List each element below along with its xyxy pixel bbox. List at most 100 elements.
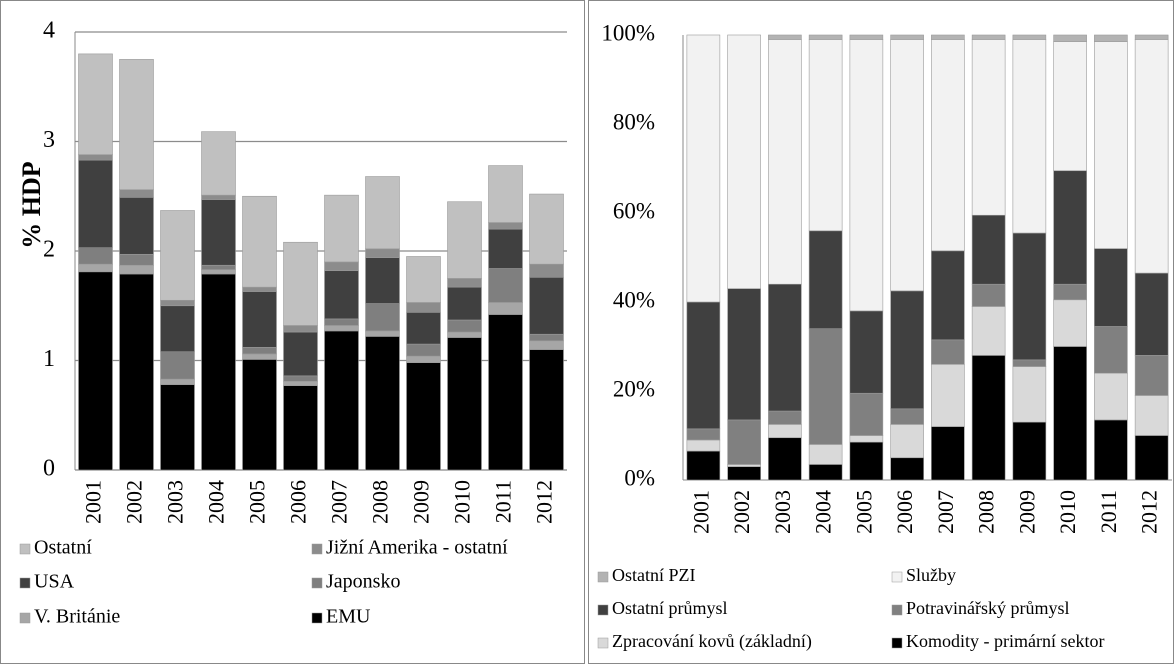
bar-segment	[1053, 346, 1087, 481]
legend-swatch	[597, 571, 609, 583]
bar-segment	[727, 34, 761, 289]
legend-label: Japonsko	[326, 571, 400, 593]
bar-segment	[119, 189, 154, 198]
bar-segment	[283, 381, 318, 386]
bar-segment	[971, 355, 1006, 481]
legend-swatch	[19, 612, 31, 624]
bar-segment	[1012, 421, 1047, 481]
bar-segment	[283, 385, 318, 471]
bar-segment	[1134, 395, 1169, 436]
bar-segment	[488, 165, 523, 223]
bar-segment	[931, 339, 965, 365]
bar-segment	[119, 253, 154, 266]
bar-segment	[768, 410, 802, 425]
bar-segment	[727, 464, 761, 467]
bar-segment	[406, 302, 441, 313]
bar-segment	[768, 283, 802, 412]
bar-segment	[686, 301, 721, 430]
bar-segment	[365, 257, 400, 304]
bar-segment	[242, 291, 277, 348]
bar-segment	[447, 278, 482, 288]
bar-segment	[1053, 34, 1087, 42]
x-tick-label: 2004	[811, 490, 836, 534]
bar-segment	[1094, 326, 1128, 374]
bar-segment	[808, 39, 843, 232]
bar-segment	[808, 444, 843, 465]
bar-segment	[686, 439, 721, 452]
bar-segment	[78, 247, 113, 265]
y-tick-label: 3	[43, 127, 55, 153]
bar-segment	[160, 378, 195, 385]
bar-segment	[1053, 41, 1087, 172]
bar-segment	[529, 276, 564, 335]
bar-segment	[365, 330, 400, 337]
bar-segment	[686, 34, 721, 303]
bar-segment	[201, 273, 236, 471]
bar-segment	[365, 303, 400, 332]
legend-swatch	[311, 543, 323, 555]
x-tick-label: 2011	[491, 480, 516, 523]
bar-segment	[160, 305, 195, 353]
bar-segment	[406, 343, 441, 357]
x-tick-label: 2010	[450, 480, 475, 524]
bar-segment	[447, 201, 482, 279]
bar-segment	[808, 328, 843, 445]
bar-segment	[1012, 232, 1047, 361]
bar-segment	[160, 384, 195, 471]
legend-label: Zpracování kovů (základní)	[612, 631, 812, 652]
x-tick-label: 2001	[688, 490, 713, 534]
bar-segment	[768, 34, 802, 40]
legend-label: Ostatní průmysl	[612, 598, 728, 618]
legend-swatch	[19, 577, 31, 589]
bar-segment	[1012, 359, 1047, 367]
y-tick-label: 0	[43, 456, 55, 482]
bar-segment	[488, 222, 523, 230]
x-tick-label: 2002	[122, 480, 147, 524]
bar-segment	[529, 193, 564, 265]
x-tick-label: 2004	[204, 480, 229, 524]
bar-segment	[686, 450, 721, 481]
x-tick-label: 2007	[327, 480, 352, 524]
x-tick-label: 2001	[81, 480, 106, 524]
legend-label: Potravinářský průmysl	[906, 598, 1070, 618]
x-tick-label: 2006	[286, 480, 311, 524]
x-tick-label: 2002	[729, 490, 754, 534]
y-tick-label: 20%	[613, 376, 655, 401]
bar-segment	[324, 330, 359, 471]
bar-segment	[768, 39, 802, 285]
bar-segment	[849, 39, 884, 312]
bar-segment	[78, 159, 113, 249]
bar-segment	[324, 318, 359, 326]
bar-segment	[283, 375, 318, 382]
y-tick-label: 40%	[613, 287, 655, 312]
legend-swatch	[891, 571, 903, 583]
bar-segment	[1012, 34, 1047, 40]
legend-swatch	[311, 612, 323, 624]
bar-segment	[78, 53, 113, 155]
x-tick-label: 2012	[532, 480, 557, 524]
bar-segment	[324, 325, 359, 332]
bar-segment	[931, 39, 965, 252]
bar-segment	[447, 286, 482, 321]
legend-label: Jižní Amerika - ostatní	[326, 537, 508, 559]
bar-segment	[283, 241, 318, 326]
bar-segment	[324, 261, 359, 272]
legend-label: Ostatní PZI	[612, 565, 696, 585]
bar-segment	[727, 466, 761, 481]
bar-segment	[78, 263, 113, 273]
bar-segment	[931, 426, 965, 481]
bar-segment	[201, 131, 236, 196]
bar-segment	[1012, 39, 1047, 234]
bar-segment	[849, 435, 884, 443]
x-tick-label: 2003	[163, 480, 188, 524]
bar-segment	[488, 302, 523, 315]
bar-segment	[1134, 39, 1169, 274]
x-tick-label: 2007	[933, 490, 958, 534]
bar-segment	[1094, 34, 1128, 42]
bar-segment	[808, 464, 843, 481]
bar-segment	[1094, 41, 1128, 249]
legend-swatch	[597, 604, 609, 616]
bar-segment	[890, 290, 924, 410]
bar-segment	[931, 363, 965, 427]
